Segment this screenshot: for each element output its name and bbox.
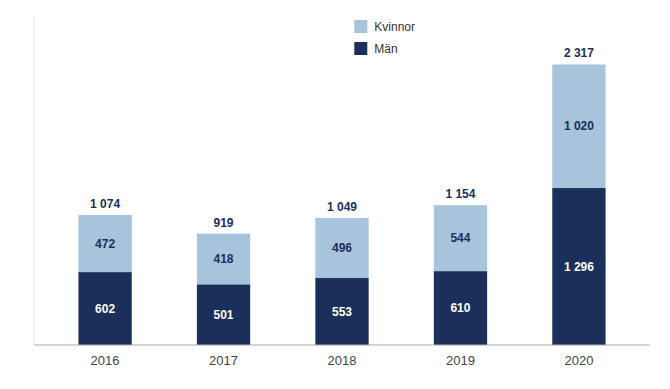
total-label: 2 317 (564, 46, 594, 60)
bar-segment (197, 234, 250, 285)
legend-label: Män (374, 42, 397, 56)
x-tick-label: 2017 (209, 353, 238, 368)
bar-segment (552, 65, 605, 189)
data-label: 602 (95, 302, 115, 316)
data-label: 501 (214, 308, 234, 322)
x-tick-label: 2018 (328, 353, 357, 368)
total-label: 1 074 (90, 197, 120, 211)
x-tick-label: 2016 (91, 353, 120, 368)
data-labels: 602 501 553 610 1 296 472 418 496 544 1 020 1 074 9… (90, 46, 594, 321)
data-label: 472 (95, 237, 115, 251)
x-axis-line (34, 345, 650, 346)
total-label: 1 154 (445, 187, 475, 201)
bar-segment (78, 272, 131, 345)
data-label: 553 (332, 305, 352, 319)
data-label: 544 (450, 231, 470, 245)
legend-swatch (354, 42, 367, 55)
bar-segment (434, 205, 487, 271)
bar-segment (552, 188, 605, 345)
y-axis-line (34, 18, 35, 345)
data-label: 610 (450, 301, 470, 315)
bar-segment (434, 271, 487, 345)
data-label: 418 (214, 252, 234, 266)
x-tick-label: 2020 (564, 353, 593, 368)
bar-segment (315, 278, 368, 345)
bar-segment (78, 215, 131, 272)
x-tick-label: 2019 (446, 353, 475, 368)
legend-label: Kvinnor (374, 20, 415, 34)
total-label: 1 049 (327, 200, 357, 214)
data-label: 1 020 (564, 119, 594, 133)
legend-swatch (354, 20, 367, 33)
bar-segment (197, 284, 250, 345)
data-label: 496 (332, 241, 352, 255)
legend: Kvinnor Män (354, 20, 415, 56)
total-label: 919 (214, 216, 234, 230)
data-label: 1 296 (564, 260, 594, 274)
bars (78, 65, 605, 345)
bar-segment (315, 218, 368, 278)
chart: 602 501 553 610 1 296 472 418 496 544 1 020 1 074 9… (0, 0, 670, 389)
